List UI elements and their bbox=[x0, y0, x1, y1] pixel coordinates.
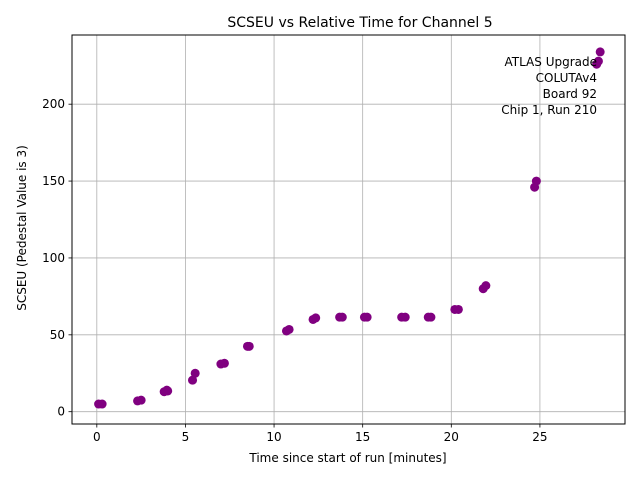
data-point bbox=[284, 324, 294, 334]
data-points bbox=[94, 47, 605, 409]
y-tick-label: 0 bbox=[57, 405, 65, 419]
x-tick-label: 10 bbox=[266, 430, 281, 444]
x-tick-label: 0 bbox=[93, 430, 101, 444]
run-annotation: ATLAS Upgrade COLUTAv4 Board 92 Chip 1, … bbox=[501, 55, 597, 117]
x-axis-label: Time since start of run [minutes] bbox=[248, 451, 446, 465]
data-point bbox=[337, 312, 347, 322]
x-tick-label: 20 bbox=[444, 430, 459, 444]
data-point bbox=[593, 56, 603, 66]
y-axis-label: SCSEU (Pedestal Value is 3) bbox=[15, 145, 29, 311]
annotation-line-chip-run: Chip 1, Run 210 bbox=[501, 103, 597, 117]
data-point bbox=[453, 304, 463, 314]
annotation-line-experiment: ATLAS Upgrade bbox=[504, 55, 597, 69]
data-point bbox=[595, 47, 605, 57]
axes-frame bbox=[71, 34, 626, 425]
x-tick-label: 5 bbox=[182, 430, 190, 444]
y-tick-label: 150 bbox=[42, 174, 65, 188]
annotation-line-chip-version: COLUTAv4 bbox=[536, 71, 597, 85]
annotation-line-board: Board 92 bbox=[543, 87, 597, 101]
data-point bbox=[136, 395, 146, 405]
y-tick-label: 100 bbox=[42, 251, 65, 265]
chart-title: SCSEU vs Relative Time for Channel 5 bbox=[227, 15, 492, 31]
data-point bbox=[219, 358, 229, 368]
data-point bbox=[190, 368, 200, 378]
x-tick-label: 15 bbox=[355, 430, 370, 444]
data-point bbox=[481, 281, 491, 291]
x-tick-label: 25 bbox=[532, 430, 547, 444]
data-point bbox=[311, 313, 321, 323]
data-point bbox=[163, 386, 173, 396]
data-point bbox=[426, 312, 436, 322]
data-point bbox=[244, 341, 254, 351]
data-point bbox=[362, 312, 372, 322]
data-point bbox=[531, 176, 541, 186]
y-tick-label: 50 bbox=[50, 328, 65, 342]
data-point bbox=[400, 312, 410, 322]
y-tick-label: 200 bbox=[42, 97, 65, 111]
data-point bbox=[97, 399, 107, 409]
data-point bbox=[188, 375, 198, 385]
axis-ticks: 0 5 10 15 20 25 0 50 100 150 200 bbox=[42, 97, 547, 444]
